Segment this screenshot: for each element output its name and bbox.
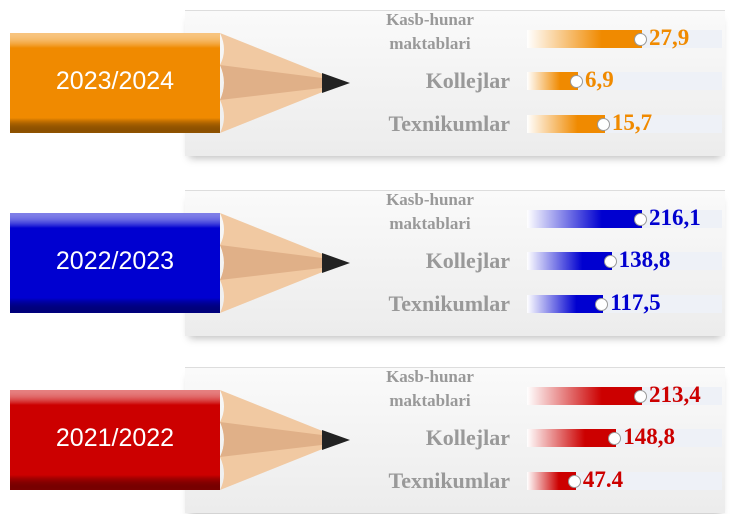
pencil xyxy=(0,25,360,145)
bar xyxy=(527,429,617,447)
category-label: Kollejlar xyxy=(425,425,510,450)
category-label: Kasb-hunar maktablari xyxy=(386,367,474,410)
value-label: 27,9 xyxy=(649,25,690,50)
bar-end-dot xyxy=(603,254,617,268)
pencil-shape xyxy=(10,33,350,133)
bar xyxy=(527,252,612,270)
bar xyxy=(527,472,576,490)
bar xyxy=(527,30,642,48)
bar xyxy=(527,72,579,90)
bar-end-dot xyxy=(596,117,610,131)
bar-end-dot xyxy=(570,74,584,88)
bar-end-dot xyxy=(634,389,647,403)
category-label: Kasb-hunar maktablari xyxy=(386,10,474,53)
pencil-shape xyxy=(10,213,350,313)
bar xyxy=(527,295,604,313)
bar-end-dot xyxy=(634,32,647,46)
category-label: Texnikumlar xyxy=(388,111,510,136)
value-label: 47.4 xyxy=(582,467,624,492)
bar xyxy=(527,115,605,133)
category-label: Kasb-hunar maktablari xyxy=(386,190,474,233)
value-label: 15,7 xyxy=(611,110,653,135)
value-label: 138,8 xyxy=(618,247,671,272)
year-label: 2021/2022 xyxy=(55,424,175,452)
year-label: 2023/2024 xyxy=(55,67,175,95)
bar xyxy=(527,210,642,228)
bar xyxy=(527,387,642,405)
pencil xyxy=(0,382,360,502)
bar-end-dot xyxy=(567,474,581,488)
category-label: Texnikumlar xyxy=(388,468,510,493)
category-label: Kollejlar xyxy=(425,68,510,93)
value-label: 216,1 xyxy=(649,205,701,230)
bar-end-dot xyxy=(595,297,609,311)
category-label: Texnikumlar xyxy=(388,291,510,316)
value-label: 213,4 xyxy=(649,382,701,407)
pencil xyxy=(0,205,360,325)
value-label: 6,9 xyxy=(585,67,614,92)
value-label: 117,5 xyxy=(610,290,661,315)
bar-end-dot xyxy=(608,431,622,445)
category-label: Kollejlar xyxy=(425,248,510,273)
year-label: 2022/2023 xyxy=(55,247,175,275)
pencil-shape xyxy=(10,390,350,490)
bar-end-dot xyxy=(634,212,647,226)
value-label: 148,8 xyxy=(623,424,676,449)
